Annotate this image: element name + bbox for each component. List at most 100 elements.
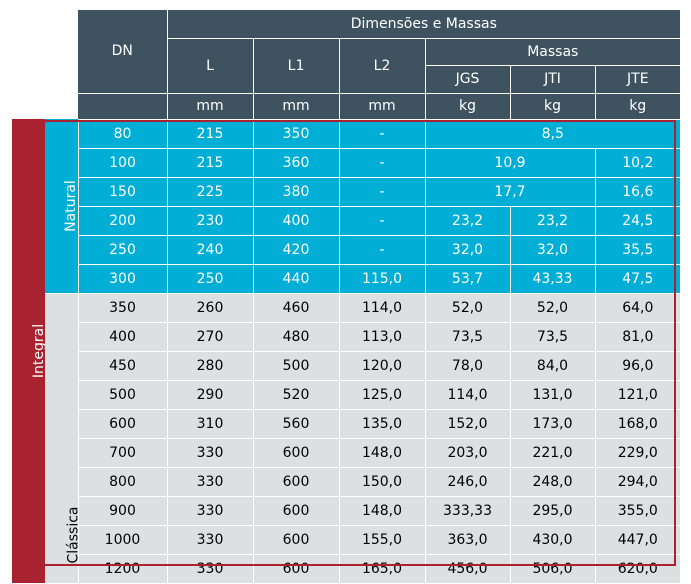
cell-l: 330 [167,467,253,496]
cell-jte: 10,2 [595,148,680,177]
table-row-dn-450: 450 280 500 120,0 78,0 84,0 96,0 [12,351,680,380]
header-jte: JTE [595,65,680,93]
group-natural: Natural [45,119,78,293]
cell-jgs: 73,5 [425,322,510,351]
cell-l1: 420 [253,235,339,264]
cell-jti: 295,0 [510,496,595,525]
cell-jgs: 333,33 [425,496,510,525]
cell-l2: 148,0 [339,496,425,525]
table-body: Integral Natural 80 215 350 - 8,5 100 21… [12,119,680,583]
cell-jgs: 114,0 [425,380,510,409]
header-dimensoes-massas: Dimensões e Massas [167,10,680,38]
group-classica: Clássica [45,293,78,583]
cell-l1: 350 [253,119,339,148]
table-row-dn-800: 800 330 600 150,0 246,0 248,0 294,0 [12,467,680,496]
cell-jti: 73,5 [510,322,595,351]
cell-jte: 447,0 [595,525,680,554]
cell-dn: 600 [78,409,167,438]
cell-l2: 155,0 [339,525,425,554]
cell-l: 260 [167,293,253,322]
cell-jgs-jti-merged: 10,9 [425,148,595,177]
table-row-dn-400: 400 270 480 113,0 73,5 73,5 81,0 [12,322,680,351]
table-row-dn-100: 100 215 360 - 10,9 10,2 [12,148,680,177]
cell-l2: 120,0 [339,351,425,380]
unit-jti: kg [510,93,595,119]
table-row-dn-600: 600 310 560 135,0 152,0 173,0 168,0 [12,409,680,438]
cell-l1: 560 [253,409,339,438]
cell-jti: 52,0 [510,293,595,322]
cell-l: 280 [167,351,253,380]
group-integral-label: Integral [31,324,45,378]
cell-jti: 248,0 [510,467,595,496]
cell-jgs: 53,7 [425,264,510,293]
cell-l2: - [339,119,425,148]
cell-l1: 500 [253,351,339,380]
header-l2: L2 [339,38,425,93]
header-jti: JTI [510,65,595,93]
cell-jti: 221,0 [510,438,595,467]
cell-l1: 360 [253,148,339,177]
table-row-dn-200: 200 230 400 - 23,2 23,2 24,5 [12,206,680,235]
cell-l: 330 [167,438,253,467]
header-massas: Massas [425,38,680,65]
cell-l1: 400 [253,206,339,235]
header-jgs: JGS [425,65,510,93]
cell-jte: 294,0 [595,467,680,496]
cell-dn: 100 [78,148,167,177]
cell-jte: 81,0 [595,322,680,351]
group-natural-label: Natural [63,180,78,232]
cell-l: 225 [167,177,253,206]
cell-jgs: 152,0 [425,409,510,438]
cell-jti: 32,0 [510,235,595,264]
cell-l1: 460 [253,293,339,322]
cell-l1: 600 [253,467,339,496]
cell-jte: 229,0 [595,438,680,467]
cell-jte: 24,5 [595,206,680,235]
cell-l1: 600 [253,496,339,525]
cell-jgs-jti-merged: 17,7 [425,177,595,206]
table-row-dn-250: 250 240 420 - 32,0 32,0 35,5 [12,235,680,264]
cell-l: 230 [167,206,253,235]
table-header: DN Dimensões e Massas L L1 L2 Massas JGS… [12,10,680,119]
cell-l: 330 [167,496,253,525]
cell-l: 310 [167,409,253,438]
unit-l: mm [167,93,253,119]
unit-l2: mm [339,93,425,119]
cell-jti: 84,0 [510,351,595,380]
cell-l2: - [339,206,425,235]
table-row-dn-1000: 1000 330 600 155,0 363,0 430,0 447,0 [12,525,680,554]
cell-dn: 300 [78,264,167,293]
cell-dn: 350 [78,293,167,322]
cell-l1: 380 [253,177,339,206]
cell-jti: 430,0 [510,525,595,554]
unit-jgs: kg [425,93,510,119]
cell-l2: 148,0 [339,438,425,467]
cell-l2: 135,0 [339,409,425,438]
cell-l2: 150,0 [339,467,425,496]
dimensions-table-container: DN Dimensões e Massas L L1 L2 Massas JGS… [12,10,680,584]
cell-dn: 1000 [78,525,167,554]
group-integral: Integral [12,119,45,583]
cell-l2: 113,0 [339,322,425,351]
table-row-dn-700: 700 330 600 148,0 203,0 221,0 229,0 [12,438,680,467]
cell-jgs: 23,2 [425,206,510,235]
cell-jti: 23,2 [510,206,595,235]
cell-dn: 400 [78,322,167,351]
table-row-dn-900: 900 330 600 148,0 333,33 295,0 355,0 [12,496,680,525]
table-row-dn-500: 500 290 520 125,0 114,0 131,0 121,0 [12,380,680,409]
cell-l: 330 [167,525,253,554]
cell-jte: 35,5 [595,235,680,264]
header-blank [12,10,78,93]
cell-dn: 450 [78,351,167,380]
cell-l1: 600 [253,438,339,467]
header-l: L [167,38,253,93]
cell-dn: 80 [78,119,167,148]
cell-jgs: 246,0 [425,467,510,496]
cell-jti: 43,33 [510,264,595,293]
cell-jte: 121,0 [595,380,680,409]
cell-jte: 355,0 [595,496,680,525]
cell-dn: 900 [78,496,167,525]
cell-jte: 168,0 [595,409,680,438]
cell-dn: 200 [78,206,167,235]
unit-jte: kg [595,93,680,119]
